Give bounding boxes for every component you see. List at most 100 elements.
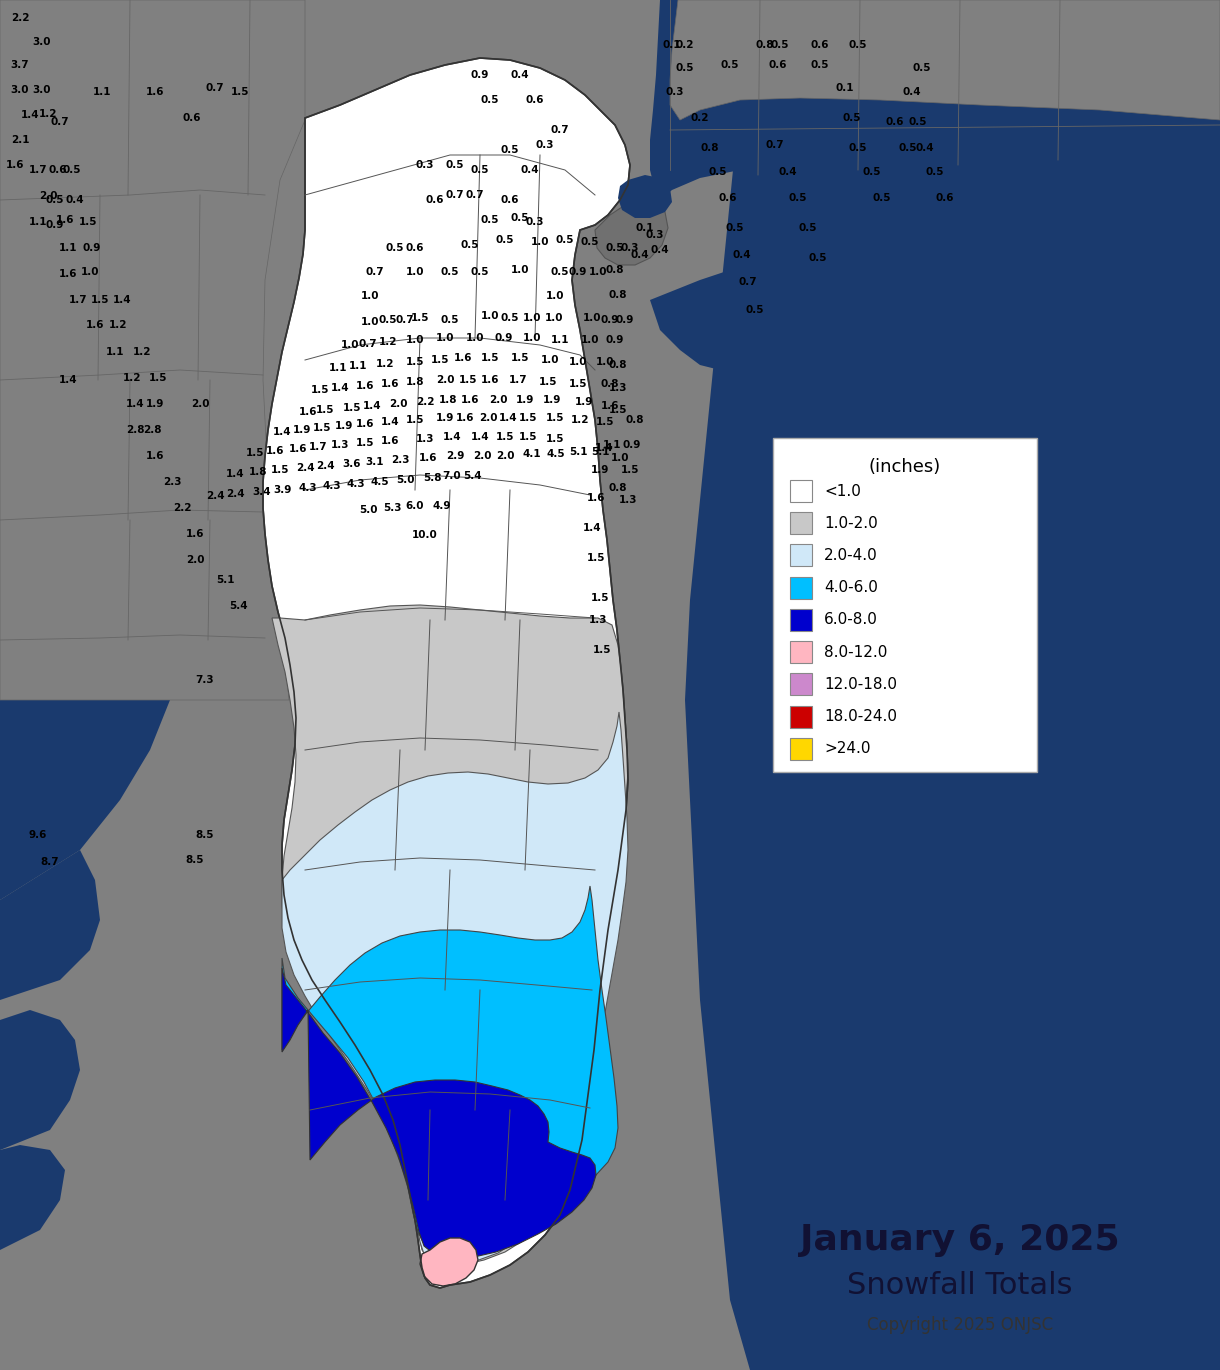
Text: 1.2: 1.2: [376, 359, 394, 369]
Text: 7.3: 7.3: [195, 675, 215, 685]
Text: 1.1: 1.1: [59, 242, 77, 253]
Text: 1.4: 1.4: [594, 443, 614, 453]
Text: 0.4: 0.4: [66, 195, 84, 206]
Text: 0.5: 0.5: [471, 267, 489, 277]
Text: 3.0: 3.0: [11, 85, 29, 95]
Text: 1.0: 1.0: [581, 336, 599, 345]
Text: 1.6: 1.6: [85, 321, 104, 330]
Text: 0.5: 0.5: [863, 167, 881, 177]
Text: 10.0: 10.0: [412, 530, 438, 540]
Text: 1.2: 1.2: [571, 415, 589, 425]
Polygon shape: [595, 200, 669, 264]
Text: 1.0: 1.0: [531, 237, 549, 247]
Text: 0.5: 0.5: [899, 142, 917, 153]
Text: 0.5: 0.5: [440, 267, 459, 277]
Text: 0.5: 0.5: [789, 193, 808, 203]
Text: 5.1: 5.1: [590, 447, 609, 458]
Text: 3.4: 3.4: [253, 486, 271, 497]
Text: 1.4: 1.4: [381, 416, 399, 427]
Text: 5.4: 5.4: [462, 471, 482, 481]
Text: 1.9: 1.9: [146, 399, 165, 410]
Text: 0.5: 0.5: [872, 193, 892, 203]
Polygon shape: [791, 479, 813, 501]
Text: 3.0: 3.0: [33, 37, 51, 47]
Text: 2.0: 2.0: [436, 375, 454, 385]
Text: 1.4: 1.4: [471, 432, 489, 443]
Text: 1.5: 1.5: [406, 415, 425, 425]
Text: 1.6: 1.6: [266, 447, 284, 456]
Text: 2.4: 2.4: [206, 490, 224, 501]
Text: 1.6: 1.6: [381, 436, 399, 447]
Text: 0.5: 0.5: [440, 315, 459, 325]
Text: 0.5: 0.5: [721, 60, 739, 70]
Text: 0.5: 0.5: [445, 160, 465, 170]
Text: 1.5: 1.5: [518, 412, 537, 423]
Text: 4.3: 4.3: [322, 481, 342, 490]
Text: 0.5: 0.5: [386, 242, 404, 253]
Text: 1.6: 1.6: [481, 375, 499, 385]
Text: >24.0: >24.0: [824, 741, 871, 756]
Text: 3.6: 3.6: [343, 459, 361, 469]
Text: 5.1: 5.1: [569, 447, 587, 458]
Text: 1.5: 1.5: [481, 353, 499, 363]
Polygon shape: [791, 608, 813, 632]
Text: 2.8: 2.8: [126, 425, 144, 436]
Text: 3.0: 3.0: [33, 85, 51, 95]
Text: 0.7: 0.7: [766, 140, 784, 149]
Text: 1.0-2.0: 1.0-2.0: [824, 515, 877, 530]
Text: 0.9: 0.9: [623, 440, 642, 449]
Text: 1.9: 1.9: [334, 421, 353, 432]
Text: 0.7: 0.7: [550, 125, 570, 136]
Text: 0.4: 0.4: [521, 164, 539, 175]
Text: 7.0: 7.0: [443, 471, 461, 481]
Text: 1.0: 1.0: [436, 333, 454, 342]
Text: 0.7: 0.7: [445, 190, 465, 200]
Text: 0.9: 0.9: [83, 242, 101, 253]
Text: 2.0-4.0: 2.0-4.0: [824, 548, 877, 563]
Text: 1.0: 1.0: [589, 267, 608, 277]
Text: 1.4: 1.4: [443, 432, 461, 443]
Text: 0.4: 0.4: [903, 88, 921, 97]
Text: 1.0: 1.0: [569, 358, 587, 367]
Text: 1.0: 1.0: [522, 312, 542, 323]
Text: 1.4: 1.4: [226, 469, 244, 479]
Text: 1.4: 1.4: [499, 412, 517, 423]
Text: 1.0: 1.0: [406, 336, 425, 345]
Text: 4.3: 4.3: [346, 479, 365, 489]
Text: 5.4: 5.4: [228, 601, 248, 611]
Text: 1.5: 1.5: [356, 438, 375, 448]
Text: 1.9: 1.9: [293, 425, 311, 436]
Polygon shape: [282, 886, 619, 1248]
Text: 1.6: 1.6: [356, 381, 375, 390]
Text: 0.4: 0.4: [916, 142, 935, 153]
Text: 0.1: 0.1: [662, 40, 681, 49]
Text: 1.6: 1.6: [56, 215, 74, 225]
Text: 1.7: 1.7: [509, 375, 527, 385]
Text: 6.0: 6.0: [406, 501, 425, 511]
Text: 1.0: 1.0: [611, 453, 630, 463]
Text: 0.5: 0.5: [378, 315, 398, 325]
Text: 5.3: 5.3: [383, 503, 401, 512]
Text: 0.6: 0.6: [49, 164, 67, 175]
Text: Snowfall Totals: Snowfall Totals: [847, 1270, 1072, 1300]
Text: 4.1: 4.1: [522, 449, 542, 459]
Text: 0.7: 0.7: [366, 267, 384, 277]
Text: 3.9: 3.9: [273, 485, 292, 495]
Text: 1.4: 1.4: [126, 399, 144, 410]
Text: 1.5: 1.5: [411, 312, 429, 323]
Text: 1.5: 1.5: [149, 373, 167, 384]
Text: 1.0: 1.0: [481, 311, 499, 321]
Text: 0.5: 0.5: [481, 95, 499, 105]
Text: 4.9: 4.9: [433, 501, 451, 511]
Polygon shape: [791, 738, 813, 760]
Text: 1.6: 1.6: [145, 451, 165, 460]
Text: 0.5: 0.5: [46, 195, 65, 206]
Text: 0.6: 0.6: [500, 195, 520, 206]
Text: 1.8: 1.8: [406, 377, 425, 386]
Polygon shape: [282, 712, 628, 1265]
Polygon shape: [650, 270, 760, 370]
Text: 0.2: 0.2: [691, 112, 709, 123]
Text: 2.0: 2.0: [478, 412, 498, 423]
Text: 2.0: 2.0: [495, 451, 515, 460]
Text: 1.6: 1.6: [456, 412, 475, 423]
